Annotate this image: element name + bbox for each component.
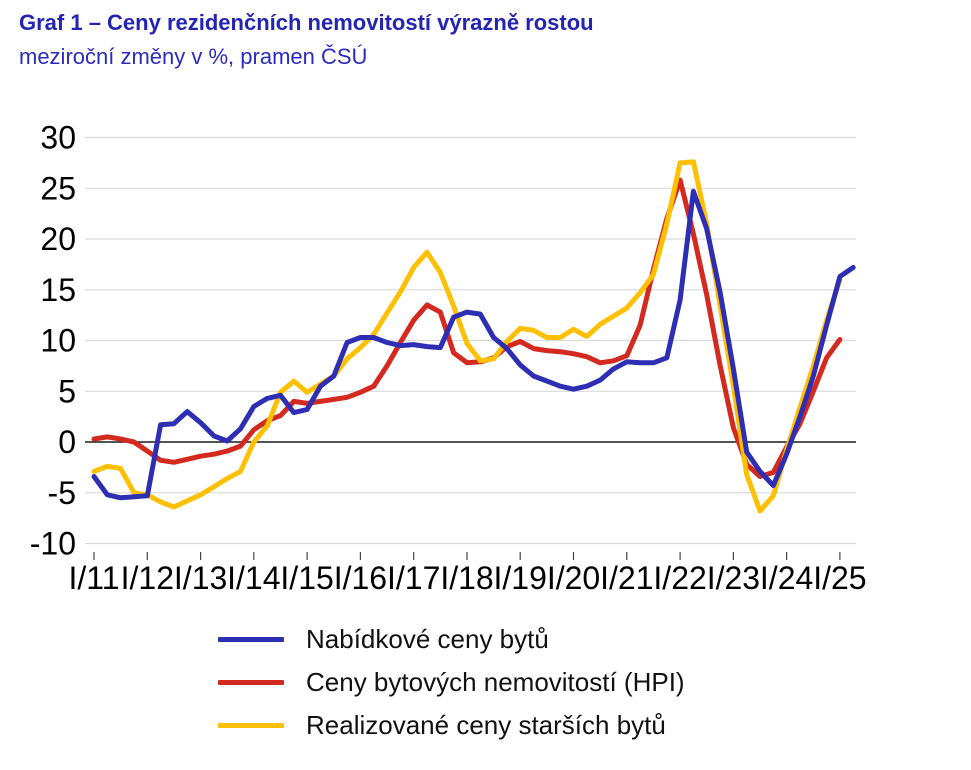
hpi-line	[91, 177, 843, 479]
x-tick-label: I/18	[440, 560, 493, 596]
x-tick-label: I/24	[760, 560, 813, 596]
realized-prices-line-swatch	[218, 723, 284, 728]
x-tick-label: I/17	[387, 560, 440, 596]
x-tick-label: I/21	[600, 560, 653, 596]
y-tick-label: 5	[58, 373, 76, 409]
chart-legend: Nabídkové ceny bytů Ceny bytových nemovi…	[218, 618, 685, 747]
y-tick-label: 30	[40, 120, 76, 156]
y-tick-label: 0	[58, 424, 76, 460]
chart-title: Graf 1 – Ceny rezidenčních nemovitostí v…	[19, 10, 594, 35]
x-tick-label: I/12	[121, 560, 174, 596]
y-tick-label: -5	[48, 475, 76, 511]
y-tick-label: 10	[40, 323, 76, 359]
x-tick-label: I/16	[334, 560, 387, 596]
y-tick-label: -10	[30, 526, 76, 562]
x-tick-label: I/25	[813, 560, 866, 596]
chart-subtitle: meziroční změny v %, pramen ČSÚ	[19, 44, 368, 69]
legend-item-realized-prices: Realizované ceny starších bytů	[218, 704, 685, 747]
y-tick-label: 25	[40, 170, 76, 206]
legend-label: Nabídkové ceny bytů	[306, 624, 549, 654]
x-tick-label: I/11	[69, 560, 120, 596]
y-tick-label: 20	[40, 221, 76, 257]
x-tick-label: I/13	[174, 560, 227, 596]
hpi-line-swatch	[218, 680, 284, 685]
offered-prices-line-swatch	[218, 637, 284, 642]
x-tick-label: I/20	[547, 560, 600, 596]
x-tick-label: I/23	[707, 560, 760, 596]
x-tick-label: I/14	[227, 560, 280, 596]
legend-label: Ceny bytových nemovitostí (HPI)	[306, 667, 685, 697]
x-tick-label: I/19	[494, 560, 547, 596]
x-tick-label: I/22	[653, 560, 706, 596]
legend-label: Realizované ceny starších bytů	[306, 710, 666, 740]
offered-prices-line	[91, 188, 856, 501]
legend-item-offered-prices: Nabídkové ceny bytů	[218, 618, 685, 661]
y-tick-label: 15	[40, 272, 76, 308]
x-tick-label: I/15	[280, 560, 333, 596]
legend-item-hpi: Ceny bytových nemovitostí (HPI)	[218, 661, 685, 704]
